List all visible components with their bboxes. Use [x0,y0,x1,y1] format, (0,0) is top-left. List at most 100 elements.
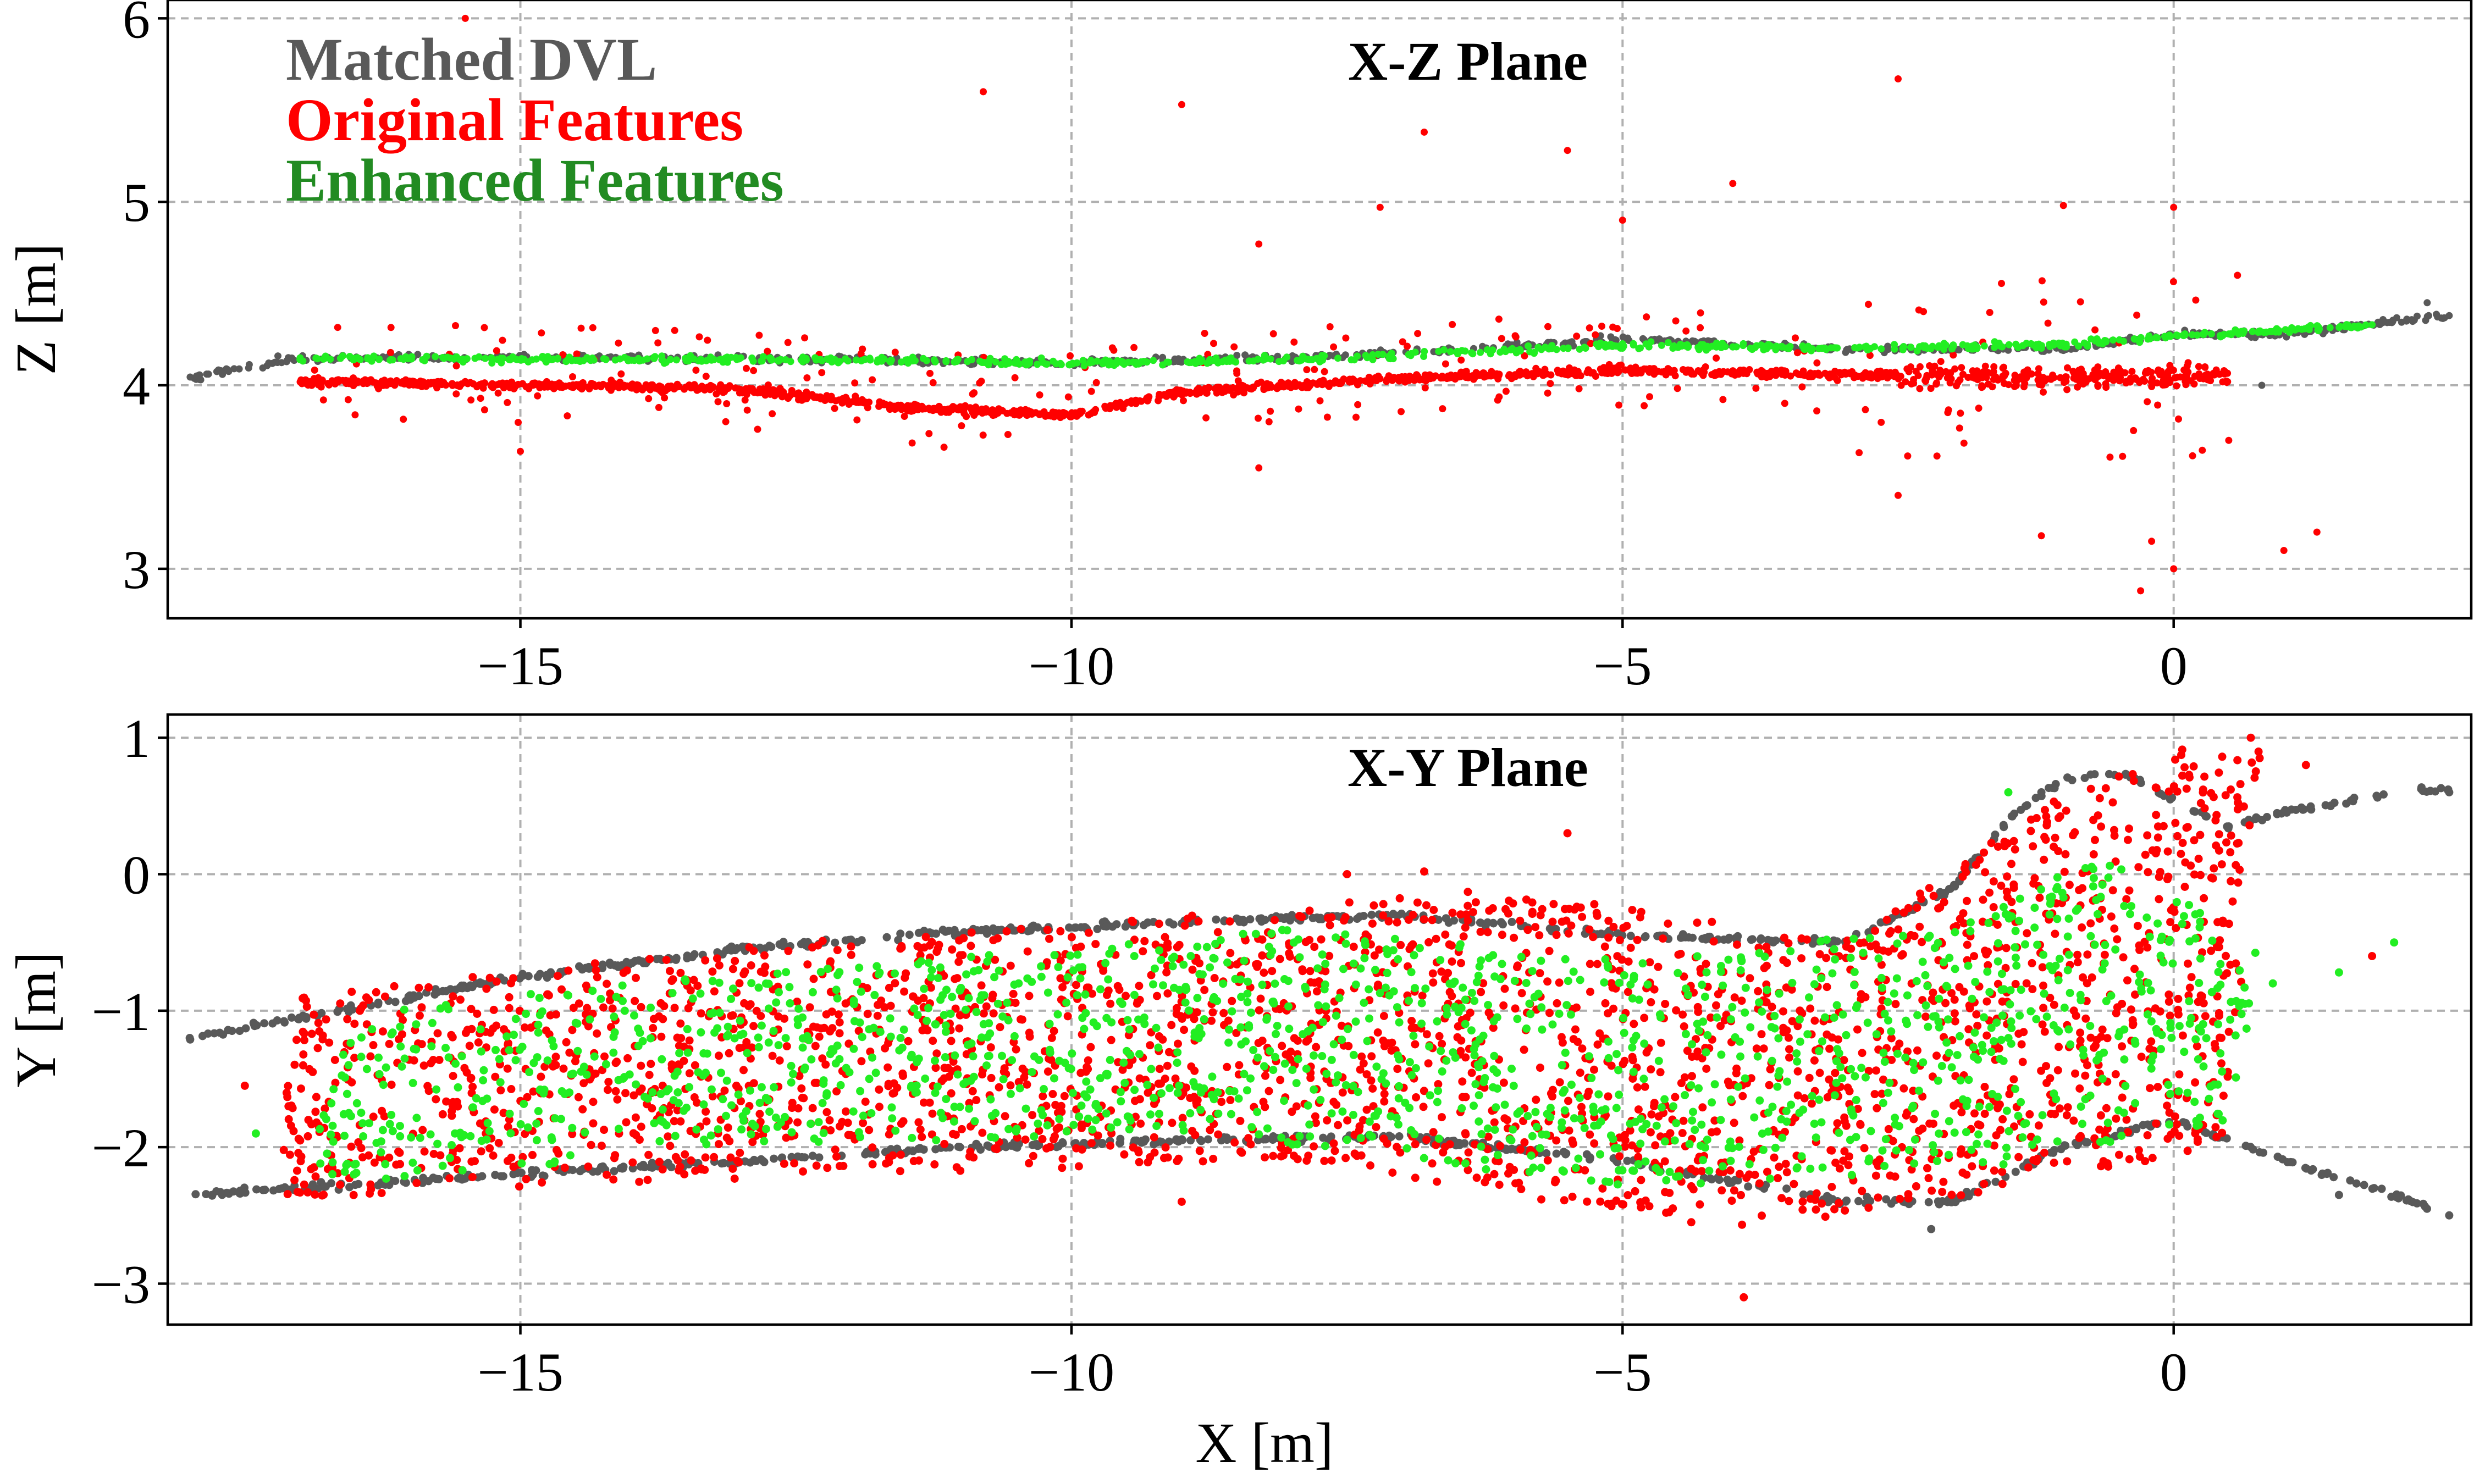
data-point [958,951,967,960]
data-point [1845,369,1852,377]
data-point [1067,413,1074,420]
data-point [604,1077,613,1086]
data-point [1876,367,1884,375]
data-point [2026,827,2035,835]
data-point [2073,958,2082,967]
data-point [1785,345,1793,352]
data-point [866,355,874,362]
data-point [1034,361,1041,368]
data-point [1087,357,1095,364]
data-point [795,396,802,403]
data-point [1564,147,1571,154]
data-point [648,382,655,390]
data-point [905,931,914,939]
data-point [2149,374,2156,382]
y-tick-label: 6 [123,0,150,49]
data-point [436,1151,445,1160]
data-point [635,1136,644,1144]
data-point [555,379,563,387]
data-point [2062,378,2070,385]
data-point [1363,354,1371,362]
data-point [1927,385,1935,392]
data-point [1602,342,1610,350]
data-point [1098,1139,1107,1147]
data-point [2156,868,2164,876]
data-point [831,405,838,412]
data-point [481,406,488,414]
data-point [2109,336,2117,344]
data-point [940,444,948,451]
data-point [2095,794,2104,802]
data-point [1496,918,1505,927]
data-point [1166,389,1174,396]
data-point [1564,1097,1572,1105]
data-point [2136,339,2144,346]
data-point [615,339,622,347]
data-point [2074,383,2081,391]
data-point [2445,312,2453,319]
data-point [1865,301,1872,308]
data-point [490,1105,499,1114]
data-point [2167,333,2174,340]
data-point [611,356,619,364]
data-point [186,373,194,381]
data-point [2178,839,2187,848]
data-point [1137,358,1145,366]
data-point [311,1190,319,1199]
data-point [1107,1036,1115,1044]
data-point [710,987,719,996]
data-point [2132,1125,2141,1133]
data-point [1172,1135,1181,1144]
data-point [2181,373,2189,380]
data-point [653,955,661,964]
data-point [736,389,743,397]
data-point [1007,409,1015,417]
data-point [876,401,883,408]
data-point [770,1154,778,1163]
x-tick-label: 0 [2160,635,2188,696]
data-point [1941,889,1950,897]
data-point [2094,363,2102,371]
data-point [2086,784,2095,793]
xz-y-axis-label: Z [m] [4,243,68,375]
data-point [749,1022,758,1031]
data-point [1959,341,1967,348]
data-point [702,1107,710,1116]
data-point [2000,363,2007,371]
data-point [2128,368,2136,375]
data-point [1610,342,1617,350]
data-point [820,396,828,403]
data-point [2030,341,2037,349]
data-point [710,356,718,363]
data-point [2398,318,2405,326]
data-point [1926,362,1934,369]
data-point [456,383,463,390]
data-point [366,1052,375,1061]
data-point [1342,334,1350,342]
data-point [639,356,647,364]
data-point [708,1092,717,1101]
data-point [1908,380,1915,387]
data-point [1982,1031,1991,1040]
data-point [575,962,583,971]
data-point [984,927,992,936]
data-point [1432,934,1440,943]
data-point [1990,363,1998,370]
data-point [1092,379,1100,386]
data-point [2060,1141,2069,1150]
data-point [799,358,807,366]
data-point [983,1141,992,1150]
data-point [1150,357,1157,364]
data-point [1544,323,1551,330]
data-point [1507,917,1516,926]
data-point [2266,328,2274,335]
data-point [2354,324,2362,332]
data-point [426,380,434,388]
data-point [2130,427,2138,434]
data-point [2173,373,2181,381]
data-point [217,367,225,374]
data-point [1409,374,1416,381]
data-point [2148,383,2156,390]
data-point [2377,1184,2386,1193]
data-point [1607,333,1615,341]
